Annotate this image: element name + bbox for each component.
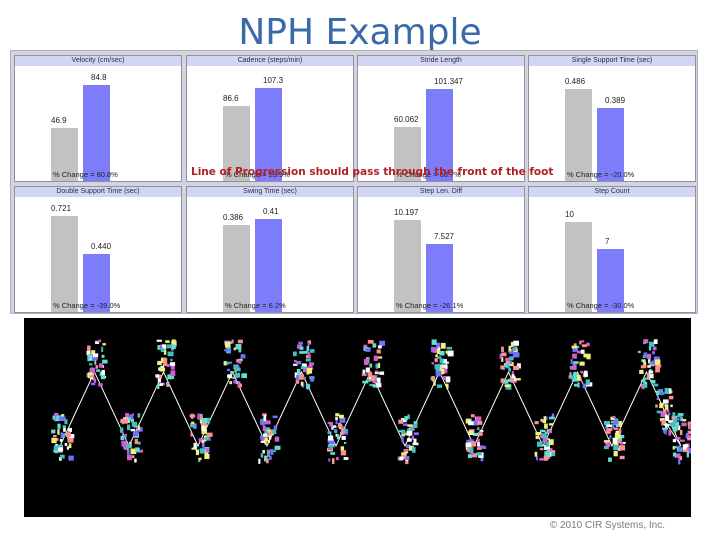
chart-plot: 10 7 xyxy=(529,187,695,312)
chart-plot: 60.062 101.347 xyxy=(358,56,524,181)
bar-before xyxy=(51,128,78,181)
chart-title: Stride Length xyxy=(358,56,524,66)
bar-before xyxy=(223,106,250,181)
slide-title: NPH Example xyxy=(238,12,482,53)
bar-before xyxy=(565,222,592,312)
percent-change-label: % Change = 6.2% xyxy=(225,301,286,310)
bar-value-label: 101.347 xyxy=(434,77,463,86)
chart-title: Swing Time (sec) xyxy=(187,187,353,197)
footprint xyxy=(258,413,281,464)
chart-plot: 46.9 84.8 xyxy=(15,56,181,181)
percent-change-label: % Change = -30.0% xyxy=(567,301,635,310)
bar-after xyxy=(255,219,282,312)
chart-panel-single-support: Single Support Time (sec) 0.486 0.389 % C… xyxy=(528,55,696,182)
footprint xyxy=(155,339,177,389)
bar-before xyxy=(394,127,421,181)
footprint xyxy=(293,340,315,390)
footprint xyxy=(361,340,385,388)
footprint xyxy=(603,415,626,462)
chart-panel-step-length-diff: Step Len. Diff 10.197 7.527 % Change = -2… xyxy=(357,186,525,313)
bar-value-label: 0.486 xyxy=(565,77,586,86)
bar-after xyxy=(426,244,453,312)
chart-plot: 0.386 0.41 xyxy=(187,187,353,312)
bar-after xyxy=(597,108,624,181)
bar-value-label: 0.41 xyxy=(263,207,279,216)
chart-plot: 10.197 7.527 xyxy=(358,187,524,312)
chart-title: Double Support Time (sec) xyxy=(15,187,181,197)
footprint xyxy=(499,340,521,390)
bar-value-label: 10 xyxy=(565,210,574,219)
percent-change-label: % Change = 23.9% xyxy=(225,170,290,179)
footprint xyxy=(672,413,694,465)
gait-parameter-grid: Velocity (cm/sec) 46.9 84.8 % Change = 80… xyxy=(10,50,698,314)
bar-value-label: 0.721 xyxy=(51,204,72,213)
footprint xyxy=(327,413,349,464)
bar-value-label: 0.389 xyxy=(605,96,626,105)
footprint xyxy=(534,413,556,461)
footprint-image xyxy=(24,318,694,517)
bar-value-label: 107.3 xyxy=(263,76,284,85)
footprint xyxy=(637,339,662,390)
footprint xyxy=(223,339,247,388)
percent-change-label: % Change = -20.0% xyxy=(567,170,635,179)
bar-after xyxy=(426,89,453,181)
chart-plot: 0.486 0.389 xyxy=(529,56,695,181)
bar-value-label: 0.440 xyxy=(91,242,112,251)
footprint xyxy=(465,414,486,462)
bar-value-label: 86.6 xyxy=(223,94,239,103)
footprint xyxy=(120,413,144,463)
chart-plot: 0.721 0.440 xyxy=(15,187,181,312)
bar-value-label: 46.9 xyxy=(51,116,67,125)
chart-panel-swing-time: Swing Time (sec) 0.386 0.41 % Change = 6.… xyxy=(186,186,354,313)
bar-before xyxy=(223,225,250,312)
percent-change-label: % Change = -26.1% xyxy=(396,301,464,310)
chart-plot: 86.6 107.3 xyxy=(187,56,353,181)
footprint xyxy=(86,339,108,387)
chart-title: Velocity (cm/sec) xyxy=(15,56,181,66)
percent-change-label: % Change = 68.7% xyxy=(396,170,461,179)
chart-panel-velocity: Velocity (cm/sec) 46.9 84.8 % Change = 80… xyxy=(14,55,182,182)
footprint xyxy=(568,340,593,389)
chart-panel-cadence: Cadence (steps/min) 86.6 107.3 % Change =… xyxy=(186,55,354,182)
bar-value-label: 0.386 xyxy=(223,213,244,222)
bar-value-label: 60.062 xyxy=(394,115,419,124)
percent-change-label: % Change = -39.0% xyxy=(53,301,121,310)
bar-after xyxy=(83,85,110,181)
bar-after xyxy=(255,88,282,181)
footprint xyxy=(655,388,678,436)
bar-value-label: 10.197 xyxy=(394,208,419,217)
chart-title: Cadence (steps/min) xyxy=(187,56,353,66)
bar-value-label: 7 xyxy=(605,237,610,246)
bar-before xyxy=(394,220,421,312)
bar-after xyxy=(83,254,110,312)
bar-before xyxy=(565,89,592,181)
footprint xyxy=(189,413,213,463)
percent-change-label: % Change = 80.8% xyxy=(53,170,118,179)
footprint-drawing xyxy=(51,339,694,465)
chart-title: Single Support Time (sec) xyxy=(529,56,695,66)
bar-value-label: 7.527 xyxy=(434,232,455,241)
chart-title: Step Len. Diff xyxy=(358,187,524,197)
bar-value-label: 84.8 xyxy=(91,73,107,82)
bar-after xyxy=(597,249,624,312)
footprint xyxy=(430,339,454,389)
chart-panel-stride-length: Stride Length 60.062 101.347 % Change = 6… xyxy=(357,55,525,182)
footprint xyxy=(51,413,75,461)
progression-note: Line of Progression should pass through … xyxy=(191,166,554,178)
bar-before xyxy=(51,216,78,312)
footprint xyxy=(397,414,419,465)
copyright-footer: © 2010 CIR Systems, Inc. xyxy=(549,520,665,531)
chart-panel-step-count: Step Count 10 7 % Change = -30.0% xyxy=(528,186,696,313)
chart-title: Step Count xyxy=(529,187,695,197)
chart-panel-double-support: Double Support Time (sec) 0.721 0.440 % C… xyxy=(14,186,182,313)
